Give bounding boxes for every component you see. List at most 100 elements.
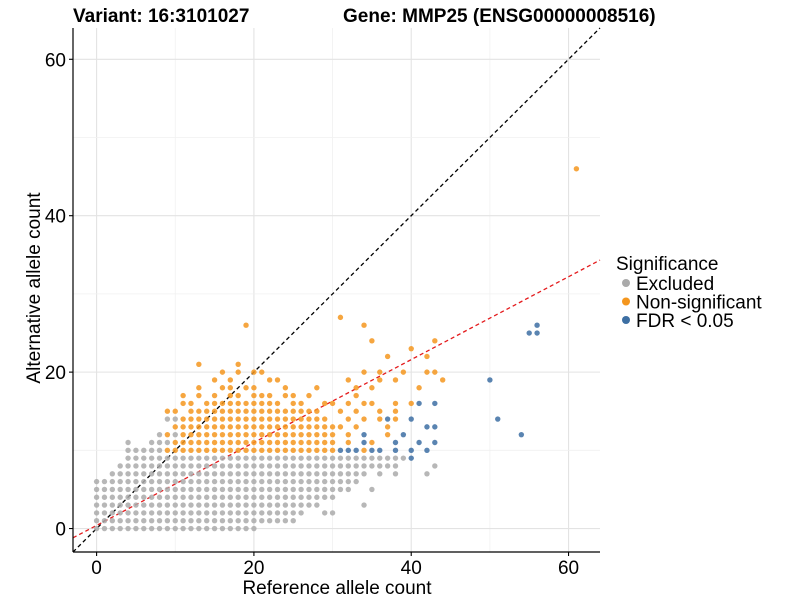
data-point: [243, 424, 249, 430]
data-point: [196, 416, 202, 422]
data-point: [196, 525, 202, 532]
data-point: [251, 439, 257, 446]
data-point: [196, 385, 202, 391]
data-point: [219, 369, 226, 375]
data-point: [432, 400, 438, 407]
data-point: [148, 510, 155, 516]
data-point: [298, 455, 304, 461]
data-point: [117, 471, 123, 477]
legend-label: Excluded: [636, 274, 714, 295]
data-point: [219, 439, 226, 446]
data-point: [188, 486, 194, 493]
data-point: [274, 478, 281, 485]
data-point: [353, 463, 359, 469]
data-point: [109, 510, 116, 516]
data-point: [164, 502, 171, 508]
data-point: [361, 416, 367, 422]
data-point: [290, 463, 296, 469]
data-point: [259, 486, 265, 493]
data-point: [219, 494, 226, 500]
legend-title: Significance: [616, 254, 718, 275]
data-point: [259, 510, 265, 516]
data-point: [266, 463, 273, 469]
data-point: [298, 439, 304, 446]
data-point: [377, 416, 383, 422]
data-point: [219, 385, 226, 391]
data-point: [314, 447, 320, 454]
data-point: [235, 525, 241, 532]
data-point: [164, 408, 171, 414]
data-point: [196, 463, 202, 469]
data-point: [172, 408, 178, 414]
data-point: [377, 377, 383, 383]
data-point: [329, 400, 336, 407]
data-point: [298, 510, 304, 516]
data-point: [227, 525, 234, 532]
data-point: [322, 424, 328, 430]
data-point: [117, 525, 123, 532]
data-point: [306, 463, 312, 469]
data-point: [282, 471, 289, 477]
data-point: [117, 502, 123, 508]
data-point: [314, 502, 320, 508]
data-point: [141, 494, 147, 500]
data-point: [361, 502, 367, 508]
data-point: [125, 494, 131, 500]
data-point: [392, 408, 399, 414]
data-point: [133, 525, 139, 532]
data-point: [148, 518, 155, 524]
data-point: [164, 455, 171, 461]
data-point: [235, 439, 241, 446]
data-point: [290, 494, 296, 500]
data-point: [141, 471, 147, 477]
data-point: [290, 478, 296, 485]
data-point: [243, 385, 249, 391]
data-point: [416, 385, 422, 391]
data-point: [337, 408, 344, 414]
data-point: [290, 439, 296, 446]
data-point: [361, 471, 367, 477]
data-point: [377, 463, 383, 469]
data-point: [282, 439, 289, 446]
data-point: [266, 439, 273, 446]
data-point: [164, 447, 171, 454]
data-point: [180, 447, 186, 454]
data-point: [219, 478, 226, 485]
data-point: [400, 431, 407, 438]
data-point: [392, 447, 399, 454]
data-point: [125, 510, 131, 516]
data-point: [329, 431, 336, 438]
data-point: [219, 416, 226, 422]
data-point: [408, 447, 414, 454]
data-point: [266, 447, 273, 454]
data-point: [266, 502, 273, 508]
data-point: [345, 400, 351, 407]
y-axis-title: Alternative allele count: [24, 192, 45, 384]
data-point: [211, 400, 218, 407]
data-point: [235, 478, 241, 485]
data-point: [400, 455, 407, 461]
data-point: [251, 455, 257, 461]
data-point: [345, 447, 351, 454]
data-point: [290, 486, 296, 493]
data-point: [377, 447, 383, 454]
data-point: [235, 471, 241, 477]
data-point: [148, 494, 155, 500]
data-point: [188, 502, 194, 508]
data-point: [259, 502, 265, 508]
data-point: [251, 424, 257, 430]
data-point: [282, 408, 289, 414]
data-point: [314, 385, 320, 391]
data-point: [93, 525, 100, 532]
data-point: [282, 502, 289, 508]
data-point: [266, 424, 273, 430]
series-fdr-0-05: [337, 322, 540, 461]
data-point: [211, 431, 218, 438]
data-point: [251, 518, 257, 524]
data-point: [353, 471, 359, 477]
data-point: [274, 494, 281, 500]
data-point: [298, 486, 304, 493]
data-point: [345, 377, 351, 383]
data-point: [243, 486, 249, 493]
data-point: [148, 447, 155, 454]
